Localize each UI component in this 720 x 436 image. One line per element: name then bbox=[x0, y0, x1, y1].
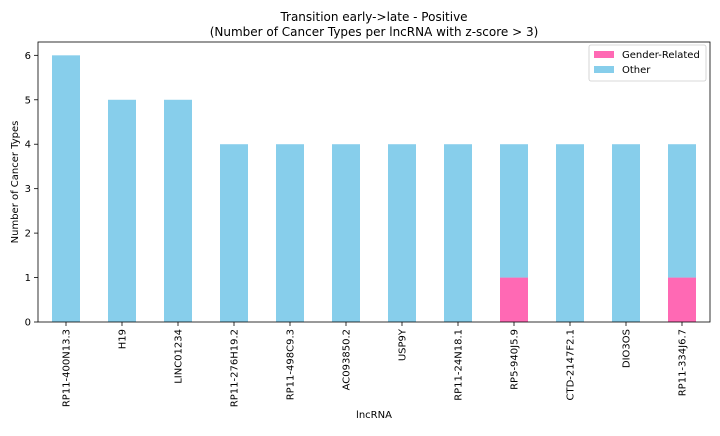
bar bbox=[108, 99, 136, 322]
legend: Gender-Related Other bbox=[588, 44, 707, 82]
y-tick-label: 5 bbox=[25, 95, 31, 106]
y-axis-label: Number of Cancer Types bbox=[10, 121, 21, 244]
y-tick-label: 1 bbox=[25, 273, 31, 284]
x-tick-label: LINC01234 bbox=[174, 329, 185, 384]
x-axis: RP11-400N13.3 H19 LINC01234 RP11-276H19.2 RP… bbox=[62, 322, 689, 407]
y-axis: 0 1 2 3 4 5 6 bbox=[25, 51, 38, 329]
legend-swatch bbox=[594, 66, 614, 73]
bar bbox=[164, 99, 192, 322]
bar bbox=[276, 144, 304, 322]
x-tick-label: CTD-2147F2.1 bbox=[566, 329, 577, 401]
bar bbox=[332, 144, 360, 322]
bar bbox=[556, 144, 584, 322]
bar bbox=[220, 144, 248, 322]
y-tick-label: 4 bbox=[25, 140, 31, 151]
chart-subtitle: (Number of Cancer Types per lncRNA with … bbox=[210, 25, 539, 39]
x-tick-label: RP11-498C9.3 bbox=[286, 329, 297, 400]
bar bbox=[668, 277, 696, 322]
x-tick-label: RP11-400N13.3 bbox=[62, 329, 73, 407]
x-tick-label: H19 bbox=[118, 329, 129, 349]
bar bbox=[388, 144, 416, 322]
bars-group bbox=[52, 55, 696, 322]
x-tick-label: RP11-276H19.2 bbox=[230, 329, 241, 407]
bar bbox=[500, 144, 528, 278]
x-tick-label: DIO3OS bbox=[622, 329, 633, 368]
y-tick-label: 2 bbox=[25, 229, 31, 240]
bar bbox=[444, 144, 472, 322]
y-tick-label: 3 bbox=[25, 184, 31, 195]
x-tick-label: AC093850.2 bbox=[342, 329, 353, 390]
legend-swatch bbox=[594, 51, 614, 58]
legend-label: Gender-Related bbox=[622, 50, 700, 61]
y-tick-label: 6 bbox=[25, 51, 31, 62]
bar bbox=[668, 144, 696, 278]
legend-box bbox=[588, 44, 707, 82]
x-tick-label: RP5-940J5.9 bbox=[510, 329, 521, 390]
bar bbox=[612, 144, 640, 322]
legend-label: Other bbox=[622, 65, 651, 76]
x-axis-label: lncRNA bbox=[356, 410, 392, 421]
chart-title: Transition early->late - Positive bbox=[279, 10, 467, 24]
bar bbox=[500, 277, 528, 322]
plot-frame bbox=[37, 41, 711, 323]
x-tick-label: RP11-24N18.1 bbox=[454, 329, 465, 401]
y-tick-label: 0 bbox=[25, 318, 31, 329]
bar bbox=[52, 55, 80, 322]
x-tick-label: RP11-334J6.7 bbox=[678, 329, 689, 396]
x-tick-label: USP9Y bbox=[398, 328, 409, 361]
